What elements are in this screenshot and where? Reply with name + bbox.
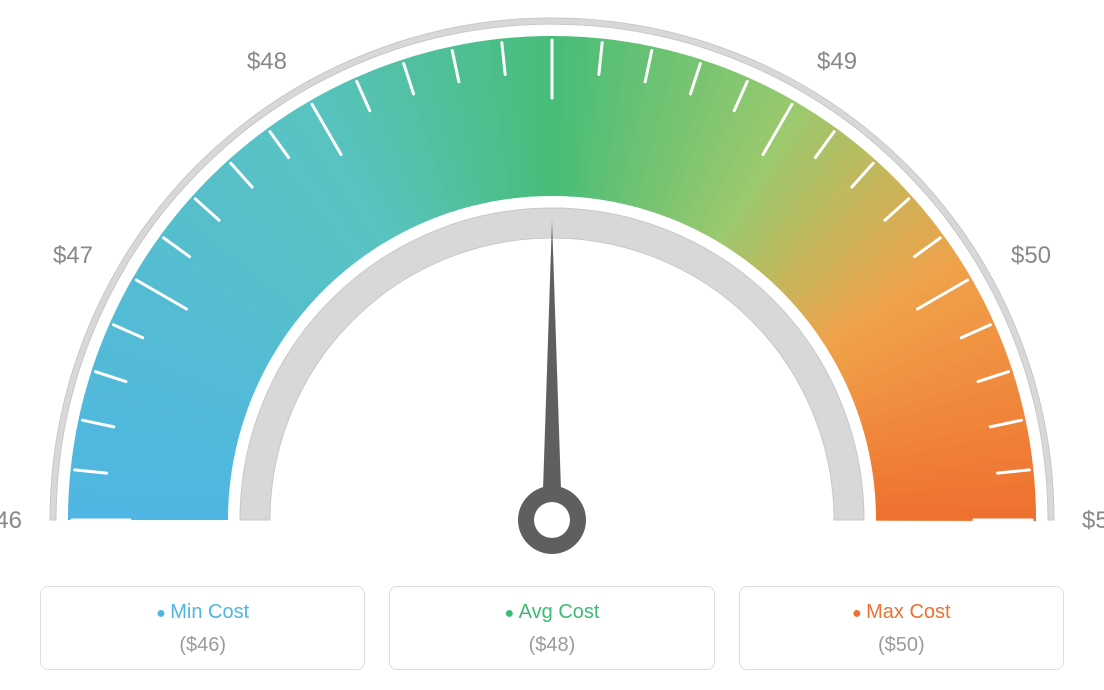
legend-max-label: Max Cost — [750, 601, 1053, 624]
gauge-axis-label: $47 — [53, 242, 93, 269]
legend-card-min: Min Cost ($46) — [40, 586, 365, 670]
legend-min-label: Min Cost — [51, 601, 354, 624]
gauge: $46$47$48$48$49$50$50 — [0, 0, 1104, 570]
gauge-axis-label: $50 — [1011, 242, 1051, 269]
legend-avg-value: ($48) — [400, 634, 703, 657]
gauge-needle — [542, 220, 562, 520]
gauge-chart-container: $46$47$48$48$49$50$50 Min Cost ($46) Avg… — [0, 0, 1104, 690]
legend-card-avg: Avg Cost ($48) — [389, 586, 714, 670]
gauge-axis-label: $46 — [0, 507, 22, 534]
gauge-axis-label: $49 — [817, 48, 857, 75]
legend-min-value: ($46) — [51, 634, 354, 657]
legend-max-value: ($50) — [750, 634, 1053, 657]
gauge-axis-label: $48 — [247, 48, 287, 75]
legend-avg-label: Avg Cost — [400, 601, 703, 624]
legend-row: Min Cost ($46) Avg Cost ($48) Max Cost (… — [40, 586, 1064, 670]
legend-card-max: Max Cost ($50) — [739, 586, 1064, 670]
gauge-axis-label: $50 — [1082, 507, 1104, 534]
